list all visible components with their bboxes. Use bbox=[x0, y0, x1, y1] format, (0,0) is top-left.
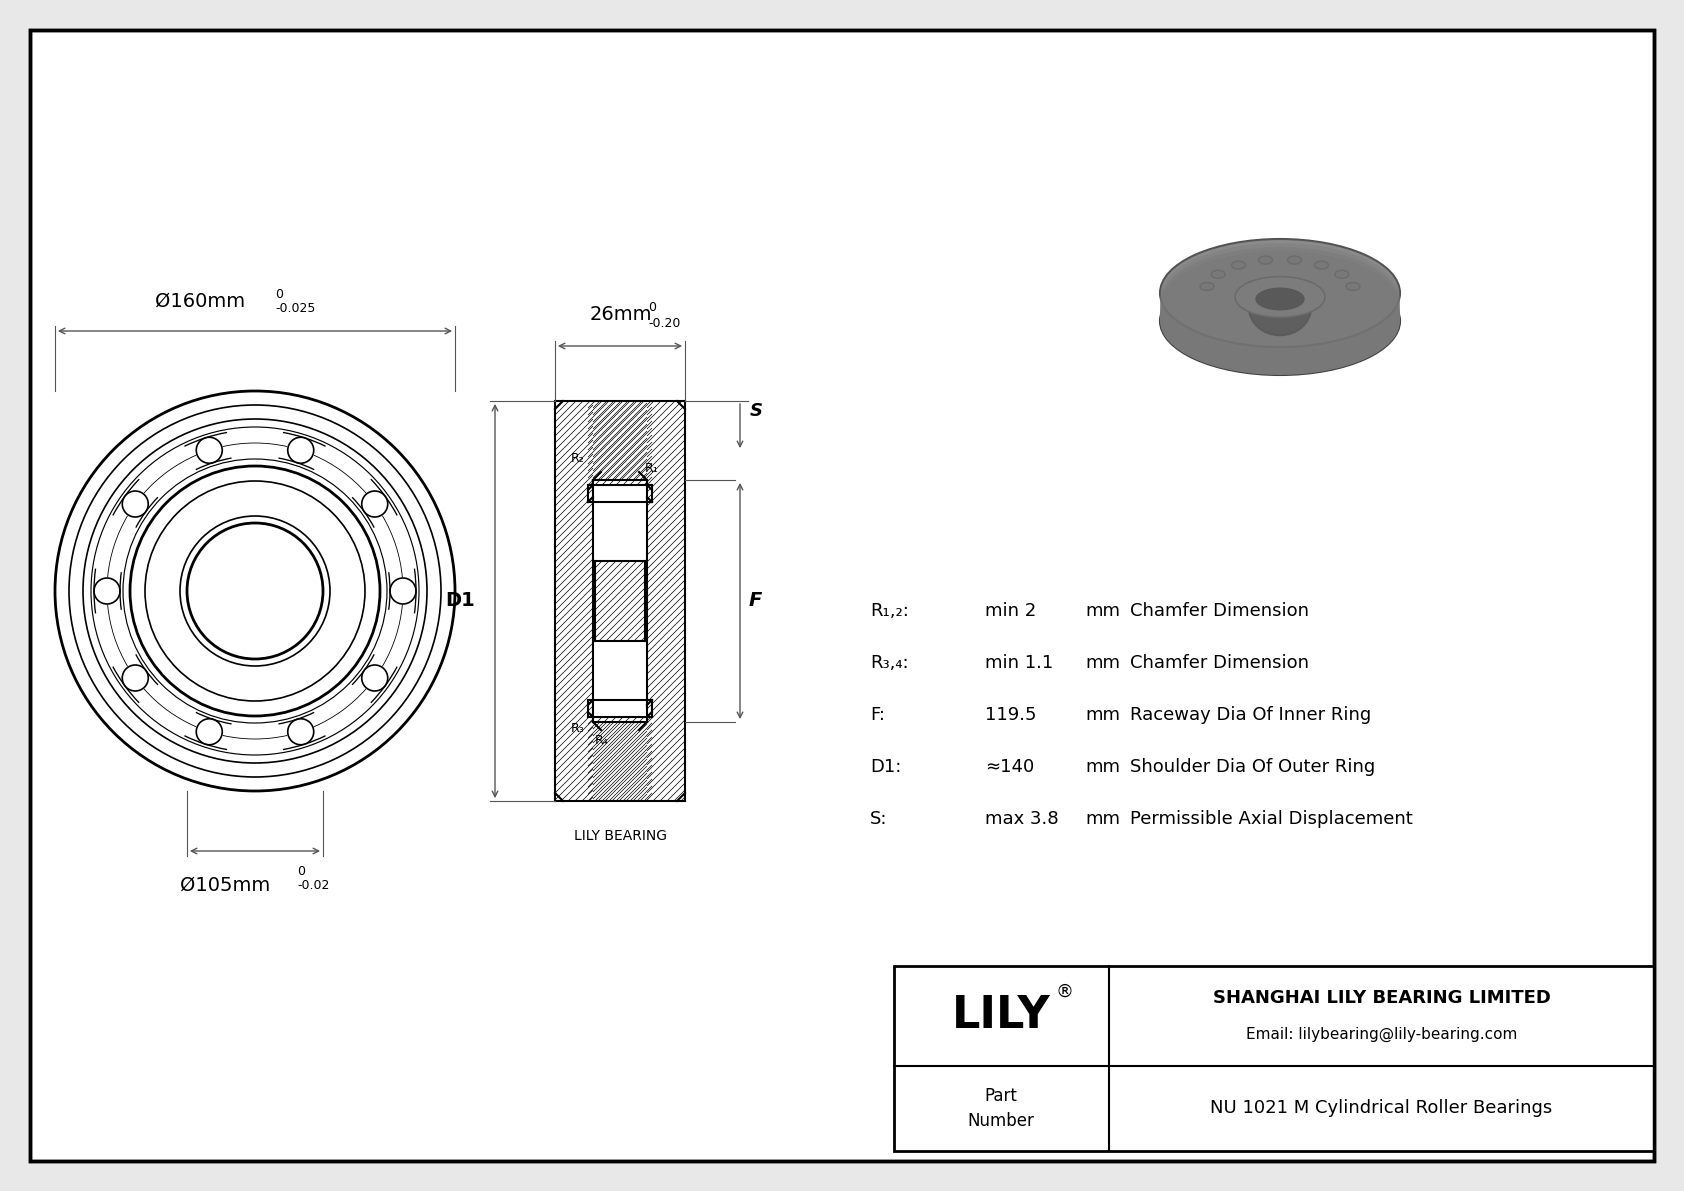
Text: D1:: D1: bbox=[871, 757, 901, 777]
Text: Ø105mm: Ø105mm bbox=[180, 877, 269, 894]
Ellipse shape bbox=[1346, 282, 1361, 291]
Text: Shoulder Dia Of Outer Ring: Shoulder Dia Of Outer Ring bbox=[1130, 757, 1376, 777]
Text: 119.5: 119.5 bbox=[985, 706, 1036, 724]
Text: mm: mm bbox=[1084, 706, 1120, 724]
Ellipse shape bbox=[1335, 270, 1349, 279]
Text: -0.025: -0.025 bbox=[274, 303, 315, 314]
Ellipse shape bbox=[1160, 263, 1399, 372]
Text: Email: lilybearing@lily-bearing.com: Email: lilybearing@lily-bearing.com bbox=[1246, 1027, 1517, 1042]
Ellipse shape bbox=[1201, 282, 1214, 291]
Ellipse shape bbox=[1160, 267, 1399, 375]
Ellipse shape bbox=[1160, 247, 1399, 355]
Ellipse shape bbox=[1160, 243, 1399, 351]
Bar bbox=[894, 966, 1654, 1151]
Text: R₂: R₂ bbox=[571, 453, 584, 464]
Text: mm: mm bbox=[1084, 810, 1120, 828]
Ellipse shape bbox=[1160, 239, 1399, 347]
Ellipse shape bbox=[1160, 239, 1399, 347]
Text: ≈140: ≈140 bbox=[985, 757, 1034, 777]
Ellipse shape bbox=[1258, 256, 1273, 264]
Text: F: F bbox=[748, 592, 761, 611]
Text: LILY BEARING: LILY BEARING bbox=[574, 829, 667, 843]
Text: R₃,₄:: R₃,₄: bbox=[871, 654, 909, 672]
Text: Chamfer Dimension: Chamfer Dimension bbox=[1130, 601, 1308, 621]
Ellipse shape bbox=[1160, 251, 1399, 358]
Text: Chamfer Dimension: Chamfer Dimension bbox=[1130, 654, 1308, 672]
Text: mm: mm bbox=[1084, 601, 1120, 621]
Text: Raceway Dia Of Inner Ring: Raceway Dia Of Inner Ring bbox=[1130, 706, 1371, 724]
Ellipse shape bbox=[1288, 256, 1302, 264]
Ellipse shape bbox=[1160, 258, 1399, 367]
Text: -0.20: -0.20 bbox=[648, 317, 680, 330]
Text: F:: F: bbox=[871, 706, 886, 724]
Text: Ø160mm: Ø160mm bbox=[155, 292, 246, 311]
Text: 0: 0 bbox=[296, 865, 305, 878]
Text: D1: D1 bbox=[445, 592, 475, 611]
Text: S:: S: bbox=[871, 810, 887, 828]
Text: min 1.1: min 1.1 bbox=[985, 654, 1052, 672]
Ellipse shape bbox=[1256, 288, 1303, 310]
Text: NU 1021 M Cylindrical Roller Bearings: NU 1021 M Cylindrical Roller Bearings bbox=[1211, 1099, 1553, 1117]
Text: mm: mm bbox=[1084, 757, 1120, 777]
Text: ®: ® bbox=[1056, 983, 1074, 1000]
Ellipse shape bbox=[1160, 255, 1399, 363]
Text: 0: 0 bbox=[274, 288, 283, 301]
Text: 0: 0 bbox=[648, 301, 657, 314]
Text: -0.02: -0.02 bbox=[296, 879, 330, 892]
Text: min 2: min 2 bbox=[985, 601, 1036, 621]
Ellipse shape bbox=[1250, 279, 1312, 335]
Text: R₄: R₄ bbox=[594, 734, 608, 747]
Text: S: S bbox=[749, 403, 763, 420]
Text: 26mm: 26mm bbox=[589, 305, 652, 324]
Text: LILY: LILY bbox=[951, 994, 1051, 1037]
Text: Permissible Axial Displacement: Permissible Axial Displacement bbox=[1130, 810, 1413, 828]
Ellipse shape bbox=[1234, 276, 1325, 317]
Text: Part
Number: Part Number bbox=[968, 1087, 1034, 1130]
Ellipse shape bbox=[1231, 261, 1246, 269]
Ellipse shape bbox=[1160, 267, 1399, 375]
Ellipse shape bbox=[1314, 261, 1329, 269]
Text: max 3.8: max 3.8 bbox=[985, 810, 1059, 828]
Text: SHANGHAI LILY BEARING LIMITED: SHANGHAI LILY BEARING LIMITED bbox=[1212, 989, 1551, 1006]
Text: R₃: R₃ bbox=[571, 722, 584, 735]
Text: R₁,₂:: R₁,₂: bbox=[871, 601, 909, 621]
Ellipse shape bbox=[1211, 270, 1226, 279]
Text: mm: mm bbox=[1084, 654, 1120, 672]
Text: R₁: R₁ bbox=[645, 462, 658, 475]
